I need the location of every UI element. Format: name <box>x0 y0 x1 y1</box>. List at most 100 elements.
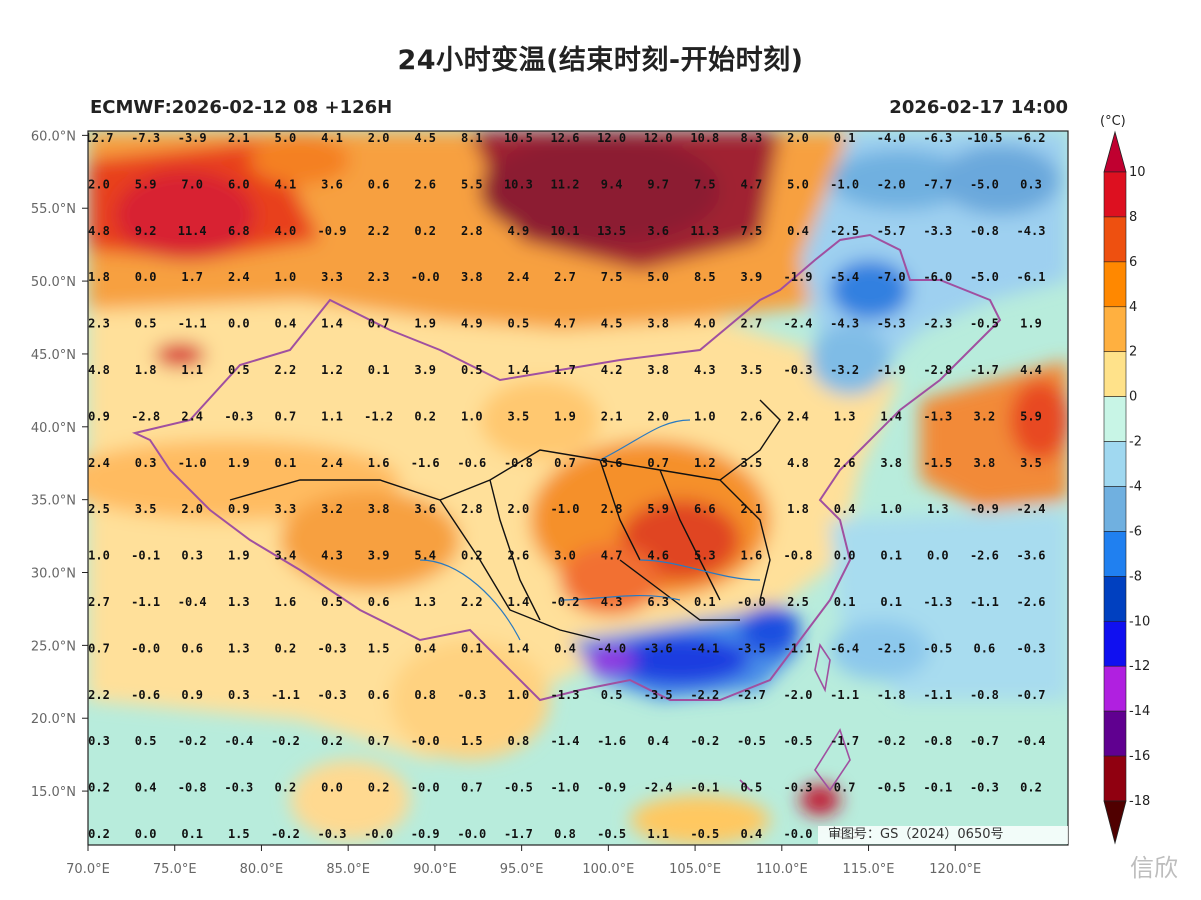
grid-value: - <box>1074 734 1081 748</box>
grid-value: 2.1 <box>228 131 250 145</box>
grid-value: 1.9 <box>1020 317 1042 331</box>
grid-value: -2.5 <box>877 641 906 655</box>
model-run-label: ECMWF:2026-02-12 08 +126H <box>90 97 393 118</box>
grid-value: -2.6 <box>1017 595 1046 609</box>
grid-value: -0.8 <box>923 734 952 748</box>
grid-value: 2.0 <box>647 409 669 423</box>
grid-value: -0.3 <box>457 688 486 702</box>
colorbar-segment <box>1103 351 1127 397</box>
grid-value: 1 <box>1074 456 1081 470</box>
grid-value: 0.5 <box>508 317 530 331</box>
grid-value: 1.3 <box>414 595 436 609</box>
grid-value: 1.2 <box>321 363 343 377</box>
grid-value: 4.7 <box>601 549 623 563</box>
grid-value: -2.4 <box>1017 502 1046 516</box>
grid-value: -0.0 <box>411 734 440 748</box>
grid-value: 0.2 <box>275 641 297 655</box>
grid-value: - <box>1074 502 1081 516</box>
grid-value: 2.8 <box>461 502 483 516</box>
grid-value: 0.5 <box>461 363 483 377</box>
grid-value: 5.9 <box>1020 409 1042 423</box>
grid-value: 7.5 <box>601 270 623 284</box>
grid-value: 1.1 <box>181 363 203 377</box>
grid-value: 3.5 <box>741 456 763 470</box>
grid-value: - <box>1074 595 1081 609</box>
grid-value: -1.2 <box>364 409 393 423</box>
grid-value: -1.5 <box>923 456 952 470</box>
grid-value: 2.8 <box>601 502 623 516</box>
grid-value: 3.2 <box>974 409 996 423</box>
grid-value: -0.0 <box>364 827 393 841</box>
grid-value: -2.0 <box>784 688 813 702</box>
grid-value: 9.7 <box>647 177 669 191</box>
lat-tick-label: 25.0°N <box>31 639 76 654</box>
grid-value: 1.4 <box>321 317 343 331</box>
grid-value: -0.7 <box>1017 688 1046 702</box>
grid-value: 1.3 <box>927 502 949 516</box>
grid-value: -0.4 <box>224 734 253 748</box>
grid-value: -2.8 <box>131 409 160 423</box>
grid-value: -5.4 <box>830 270 859 284</box>
grid-value: - <box>1074 688 1081 702</box>
grid-value: 4.1 <box>275 177 297 191</box>
colorbar-label: -14 <box>1129 704 1150 719</box>
grid-value: -6.3 <box>923 131 952 145</box>
grid-value: 3.9 <box>368 549 390 563</box>
grid-value: -0.8 <box>504 456 533 470</box>
grid-value: 1.9 <box>228 549 250 563</box>
grid-value: -1.8 <box>877 688 906 702</box>
lon-tick-label: 90.0°E <box>413 862 457 877</box>
grid-value: 0.4 <box>787 224 809 238</box>
grid-value: - <box>1074 827 1081 841</box>
lat-tick-label: 40.0°N <box>31 421 76 436</box>
temperature-value-grid: 12.7 -7.3 -3.9 2.1 5.0 4.1 2.0 4.5 8.1 10.5 12.6 12… <box>88 131 1081 841</box>
grid-value: 2.0 <box>181 502 203 516</box>
grid-value: -5.7 <box>877 224 906 238</box>
grid-value: 2.4 <box>228 270 250 284</box>
grid-value: 1.0 <box>88 549 110 563</box>
colorbar-label: 0 <box>1129 390 1137 405</box>
grid-value: 0.7 <box>368 734 390 748</box>
grid-value: 1.7 <box>554 363 576 377</box>
grid-value: -1.1 <box>970 595 999 609</box>
lat-tick-label: 55.0°N <box>31 202 76 217</box>
grid-value: -0.8 <box>970 688 999 702</box>
grid-value: 10.3 <box>504 177 533 191</box>
colorbar: 10 8 6 4 2 0 -2 -4 -6 -8 -10 -12 -14 -16 -18 <box>1103 130 1150 845</box>
grid-value: 5.0 <box>647 270 669 284</box>
grid-value: 3 <box>1074 409 1081 423</box>
colorbar-label: -10 <box>1129 614 1150 629</box>
grid-value: -10.5 <box>966 131 1002 145</box>
grid-value: 2.3 <box>368 270 390 284</box>
grid-value: 0.4 <box>647 734 669 748</box>
colorbar-label: -16 <box>1129 749 1150 764</box>
grid-value: 8.1 <box>461 131 483 145</box>
grid-value: -0.5 <box>737 734 766 748</box>
grid-value: 0.1 <box>834 131 856 145</box>
grid-value: -7.3 <box>131 131 160 145</box>
colorbar-label: 8 <box>1129 210 1137 225</box>
colorbar-segment <box>1103 441 1127 487</box>
grid-value: -1.1 <box>830 688 859 702</box>
grid-value: -0.4 <box>178 595 207 609</box>
colorbar-top-arrow <box>1103 130 1127 173</box>
grid-value: 0.1 <box>834 595 856 609</box>
grid-value: 10.1 <box>551 224 580 238</box>
grid-value: -0.3 <box>784 363 813 377</box>
grid-value: 12.0 <box>644 131 673 145</box>
grid-value: -1.7 <box>504 827 533 841</box>
longitude-axis: 70.0°E 75.0°E 80.0°E 85.0°E 90.0°E 95.0°E 100.… <box>66 845 981 877</box>
grid-value: 1.0 <box>275 270 297 284</box>
grid-value: 1.3 <box>228 595 250 609</box>
grid-value: 6.6 <box>694 502 716 516</box>
grid-value: 4.5 <box>601 317 623 331</box>
grid-value: 8.5 <box>694 270 716 284</box>
grid-value: 0.3 <box>88 734 110 748</box>
grid-value: 3.6 <box>647 224 669 238</box>
grid-value: -2.0 <box>877 177 906 191</box>
grid-value: 4.8 <box>88 363 110 377</box>
grid-value: -5.0 <box>970 270 999 284</box>
grid-value: -2.5 <box>830 224 859 238</box>
grid-value: -6.4 <box>830 641 859 655</box>
grid-value: -2.4 <box>784 317 813 331</box>
